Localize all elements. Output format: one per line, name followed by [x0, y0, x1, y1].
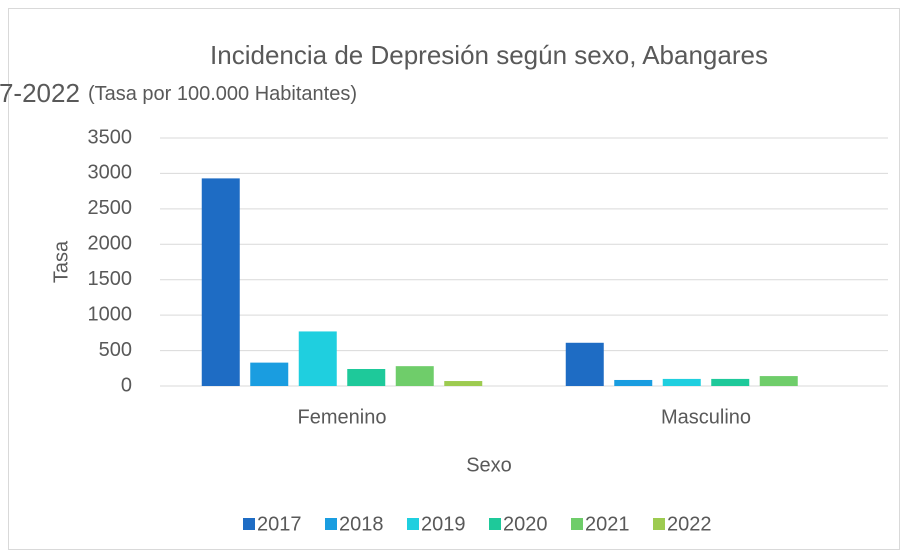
legend-swatch: [243, 518, 255, 530]
bar: [711, 378, 750, 386]
legend-swatch: [653, 518, 665, 530]
y-tick-label: 1000: [88, 303, 133, 325]
legend-label: 2022: [667, 513, 712, 535]
legend-label: 2019: [421, 513, 466, 535]
legend-label: 2018: [339, 513, 384, 535]
bar: [662, 378, 701, 386]
legend-label: 2020: [503, 513, 548, 535]
bar: [395, 366, 434, 386]
legend-swatch: [571, 518, 583, 530]
x-tick-label: Femenino: [298, 406, 387, 428]
y-tick-label: 0: [121, 374, 132, 396]
bar: [298, 331, 337, 386]
y-tick-label: 2500: [88, 197, 133, 219]
bar: [444, 381, 483, 386]
bar: [347, 368, 386, 386]
chart-border: [8, 8, 900, 550]
legend-label: 2017: [257, 513, 302, 535]
chart-title-line: 2017-2022: [0, 78, 80, 108]
x-axis-label: Sexo: [466, 454, 512, 476]
y-tick-label: 500: [99, 339, 132, 361]
legend-swatch: [407, 518, 419, 530]
bar: [250, 362, 289, 386]
bar: [201, 178, 240, 386]
y-tick-label: 2000: [88, 233, 133, 255]
y-axis-label: Tasa: [50, 240, 72, 283]
bar: [759, 376, 798, 386]
chart-title: Incidencia de Depresión según sexo, Aban…: [210, 40, 768, 70]
y-tick-label: 3000: [88, 162, 133, 184]
y-tick-label: 1500: [88, 268, 133, 290]
chart-subtitle: (Tasa por 100.000 Habitantes): [88, 83, 357, 105]
legend-label: 2021: [585, 513, 630, 535]
x-tick-label: Masculino: [661, 406, 751, 428]
y-tick-label: 3500: [88, 126, 133, 148]
bar: [614, 379, 653, 386]
legend-swatch: [489, 518, 501, 530]
legend-swatch: [325, 518, 337, 530]
bar: [565, 342, 604, 386]
chart-title: 2017-2022 (Tasa por 100.000 Habitantes): [0, 78, 357, 108]
